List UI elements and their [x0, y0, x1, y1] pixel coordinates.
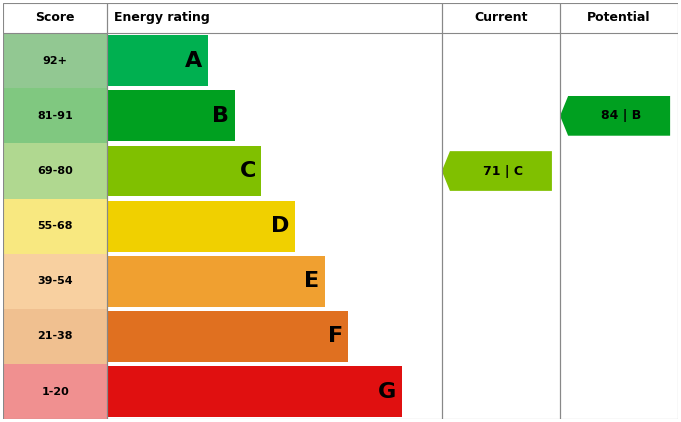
Text: 84 | B: 84 | B	[601, 109, 642, 122]
Bar	[108, 146, 262, 196]
Bar	[3, 364, 108, 419]
Bar	[108, 311, 348, 362]
Text: 71 | C: 71 | C	[483, 165, 523, 178]
Text: C: C	[240, 161, 256, 181]
Text: 92+: 92+	[43, 56, 67, 66]
Polygon shape	[442, 151, 552, 191]
Text: 69-80: 69-80	[37, 166, 73, 176]
Bar	[108, 256, 325, 307]
Text: A: A	[185, 51, 202, 71]
Bar	[3, 88, 108, 143]
Text: 81-91: 81-91	[37, 111, 73, 121]
Text: Potential: Potential	[588, 11, 651, 24]
Bar	[3, 254, 108, 309]
Text: Current: Current	[474, 11, 528, 24]
Bar	[108, 90, 234, 141]
Bar	[3, 3, 108, 419]
Text: Score: Score	[35, 11, 75, 24]
Text: 55-68: 55-68	[37, 221, 73, 231]
Text: 21-38: 21-38	[37, 332, 73, 341]
Polygon shape	[560, 96, 670, 136]
Text: E: E	[304, 271, 319, 291]
Text: G: G	[378, 381, 396, 402]
Bar	[108, 366, 402, 417]
Bar	[108, 3, 442, 419]
Bar	[3, 199, 108, 254]
Bar	[3, 33, 108, 88]
Bar	[3, 143, 108, 199]
Text: Energy rating: Energy rating	[114, 11, 210, 24]
Bar	[108, 201, 295, 252]
Text: F: F	[328, 327, 343, 346]
Bar	[108, 35, 208, 86]
Bar	[3, 309, 108, 364]
Text: 1-20: 1-20	[42, 387, 69, 397]
Bar	[442, 3, 560, 419]
Text: D: D	[271, 216, 289, 236]
Bar	[560, 3, 678, 419]
Text: 39-54: 39-54	[37, 276, 73, 286]
Text: B: B	[212, 106, 229, 126]
